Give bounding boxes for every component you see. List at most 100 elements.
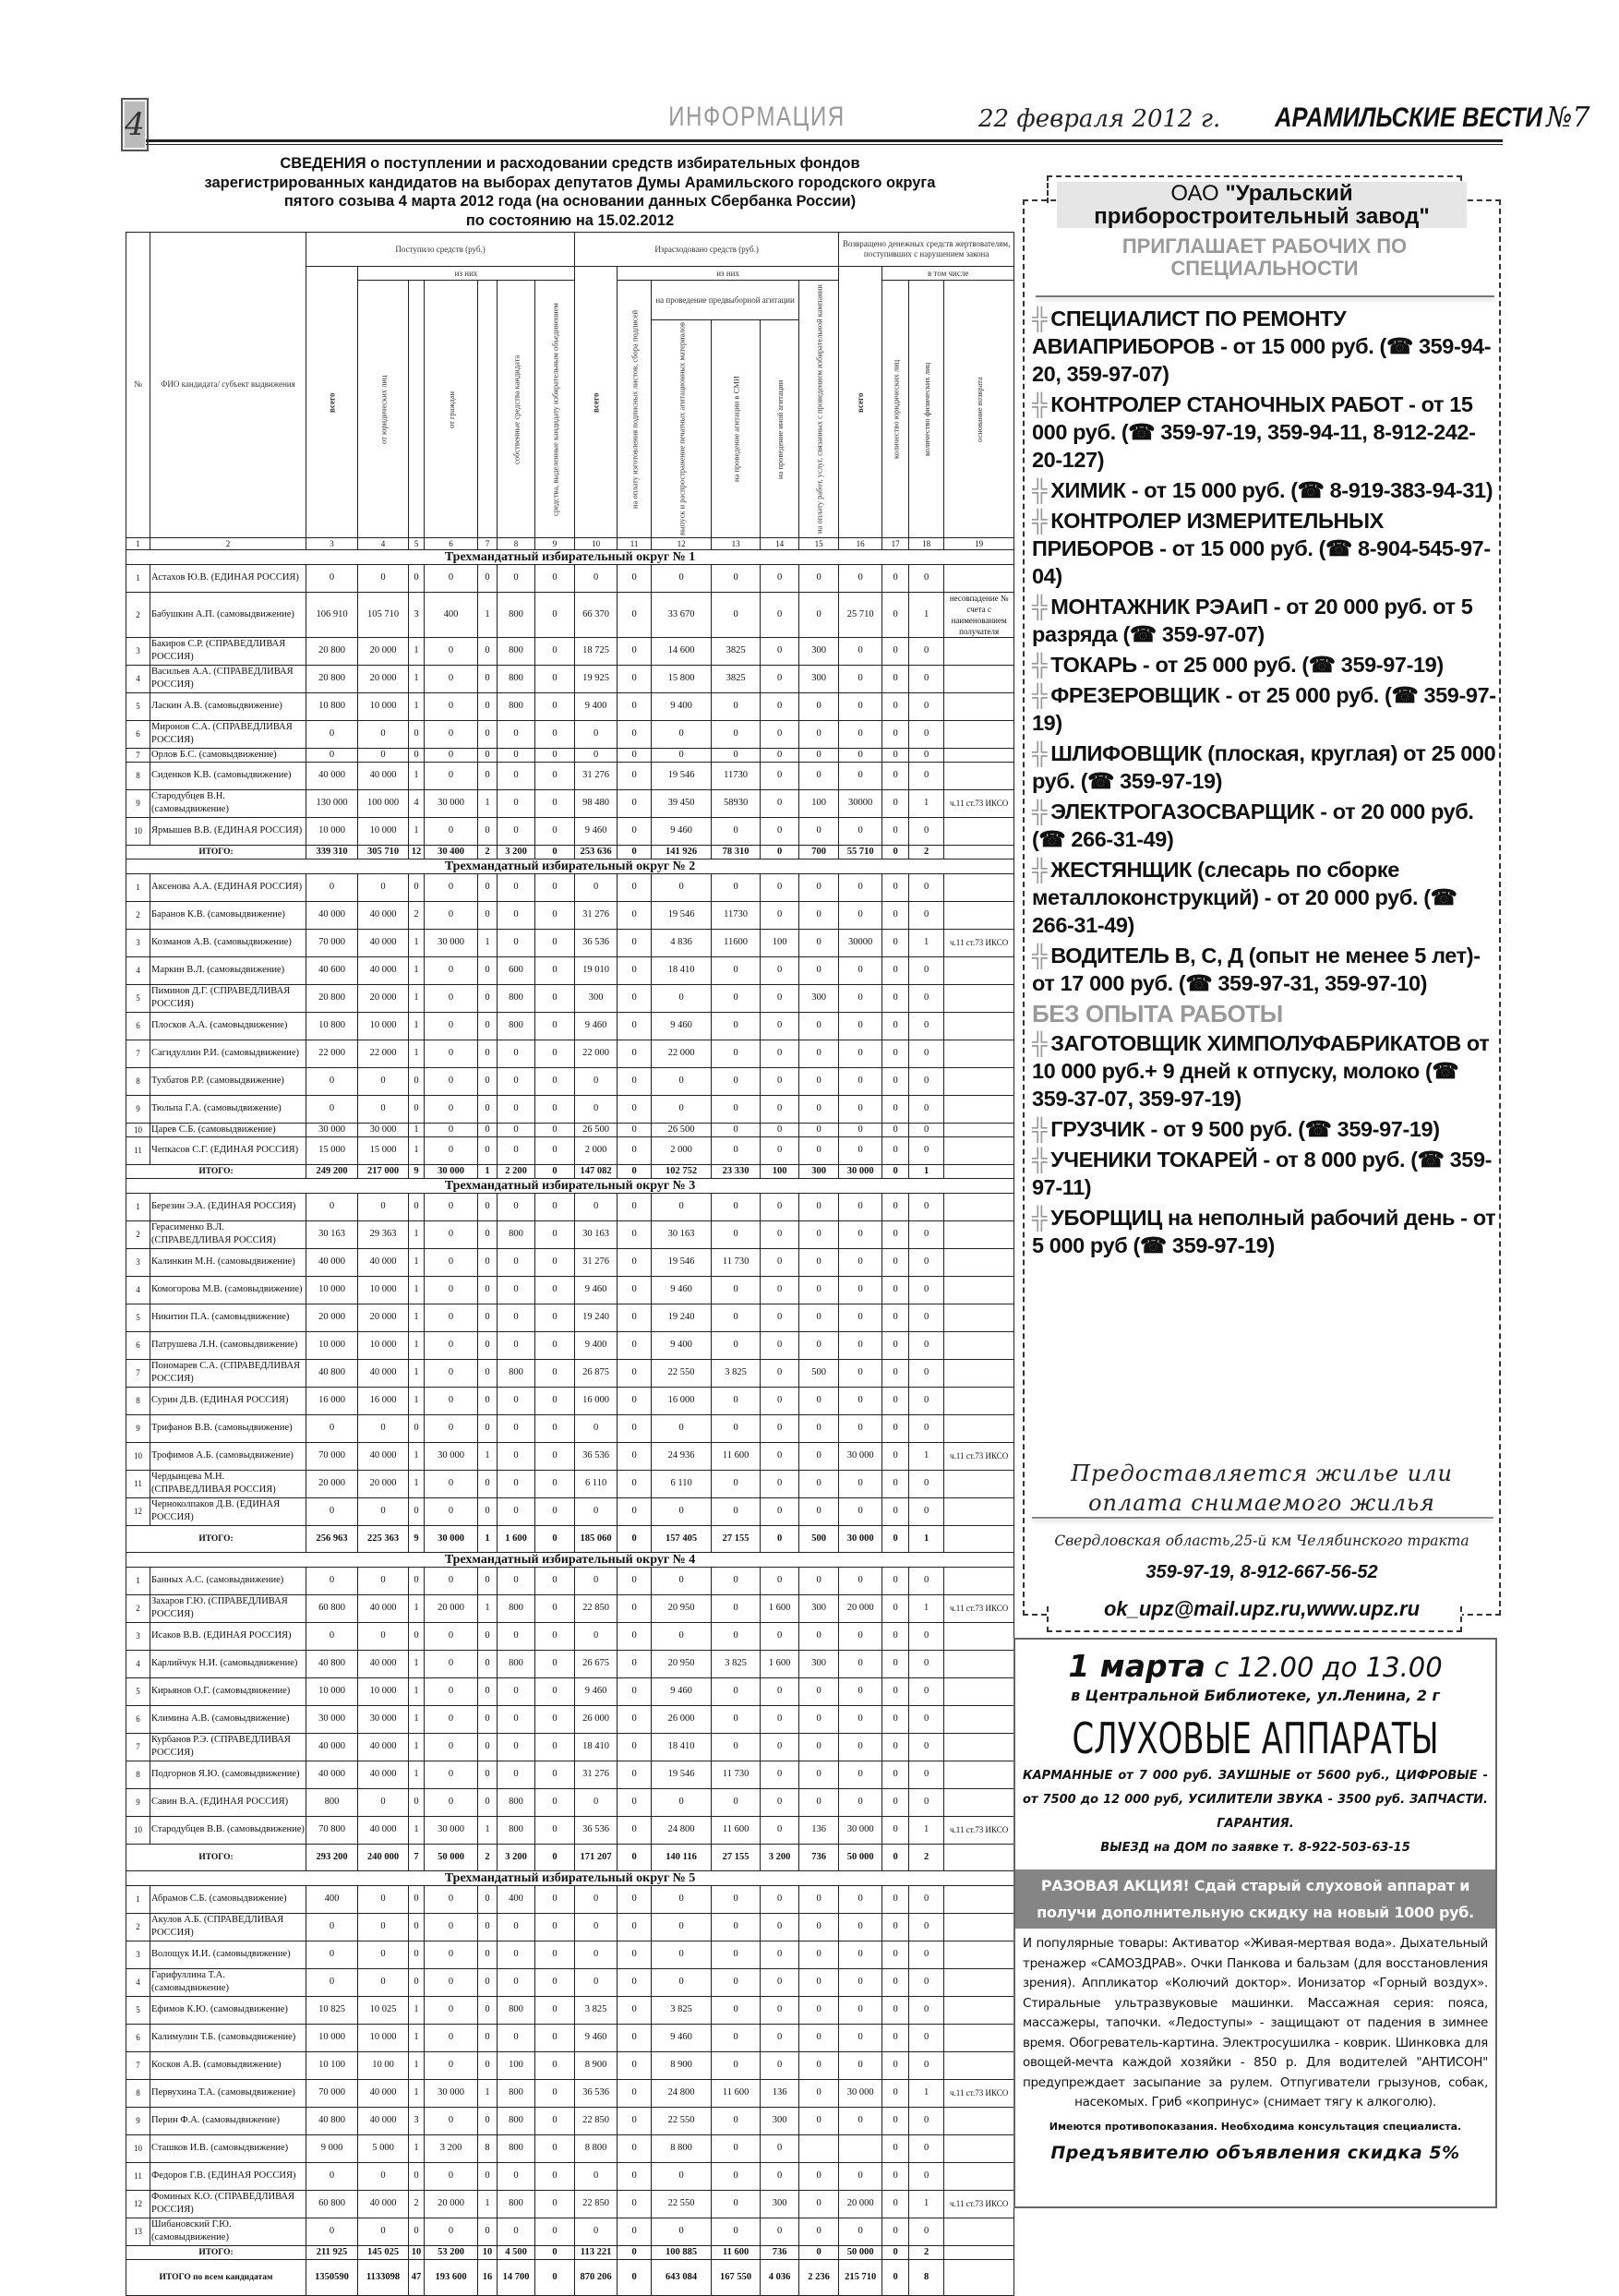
cell-col14: 0: [760, 1497, 800, 1526]
row-number: 7: [126, 1732, 150, 1761]
cell-col12: 0: [651, 1413, 713, 1443]
cell-col12: 18 410: [651, 956, 713, 985]
candidate-name: Ярмышев В.В. (ЕДИНАЯ РОССИЯ): [150, 816, 306, 846]
cell-col12: 6 110: [651, 1469, 713, 1498]
cell-col4: 0: [357, 1413, 409, 1443]
cell-col18: 0: [908, 1275, 945, 1304]
cell-col5: 0: [408, 1094, 425, 1124]
cell-col17: 0: [881, 1386, 910, 1415]
jobs-without-experience: ╬ ЗАГОТОВЩИК ХИМПОЛУФАБРИКАТОВ от 10 000 …: [1032, 1029, 1503, 1259]
cell-col17: 0: [881, 747, 910, 763]
cell-col9: 0: [534, 1677, 576, 1706]
cell-col7: 1: [477, 1815, 498, 1845]
cell-col10: 0: [574, 1413, 618, 1443]
total-col19: [943, 1163, 1015, 1179]
cell-col8: 0: [497, 1192, 535, 1221]
cell-col14: 0: [760, 1621, 800, 1651]
cell-col11: 0: [617, 1330, 653, 1360]
total-col17: 0: [881, 1843, 910, 1871]
district-row: Трехмандатный избирательный округ № 3: [125, 1177, 1015, 1194]
cell-col10: 31 276: [574, 761, 618, 790]
cell-col11: 0: [617, 1303, 653, 1332]
cell-col11: 0: [617, 1760, 653, 1789]
return-basis: [943, 1760, 1015, 1789]
candidate-name: Никитин П.А. (самовыдвижение): [150, 1303, 306, 1332]
total-col17: 0: [881, 844, 910, 859]
cell-col6: 0: [424, 2023, 478, 2052]
total-col13: 27 155: [711, 1524, 762, 1553]
return-basis: [943, 1275, 1015, 1304]
total-col19: [943, 1524, 1015, 1553]
header-name: ФИО кандидата/ субъект выдвижения: [150, 232, 306, 538]
cell-col5: 1: [408, 1039, 425, 1068]
total-col7: 10: [477, 2244, 498, 2260]
cell-col3: 10 000: [306, 1330, 358, 1360]
cell-col5: 1: [408, 928, 425, 957]
cell-col16: 20 000: [838, 2189, 883, 2218]
cell-col10: 36 536: [574, 1815, 618, 1845]
cell-col5: 3: [408, 2106, 425, 2135]
cell-col13: 0: [711, 956, 762, 985]
cell-col13: 3 825: [711, 1358, 762, 1388]
cell-col10: 0: [574, 1912, 618, 1941]
double-cross-bullet-icon: ╬: [1032, 1148, 1048, 1172]
cell-col18: 0: [908, 1011, 945, 1040]
row-number: 2: [126, 900, 150, 930]
cell-col5: 1: [408, 1995, 425, 2025]
candidate-name: Чепкасов С.Г. (ЕДИНАЯ РОССИЯ): [150, 1136, 306, 1165]
return-basis: ч.11 ст.73 ИКСО: [943, 1593, 1015, 1623]
cell-col4: 40 000: [357, 1732, 409, 1761]
double-cross-bullet-icon: ╬: [1032, 1206, 1048, 1230]
cell-col16: 0: [838, 1884, 883, 1914]
cell-col6: 0: [424, 1066, 478, 1096]
company-address: Свердловская область,25-й км Челябинског…: [1054, 1533, 1469, 1549]
cell-col6: 0: [424, 1967, 478, 1997]
double-cross-bullet-icon: ╬: [1032, 944, 1048, 968]
total-col17: 0: [881, 1524, 910, 1553]
cell-col8: 800: [497, 1220, 535, 1249]
cell-col13: 0: [711, 2161, 762, 2191]
ad-headline: СЛУХОВЫЕ АППАРАТЫ: [1072, 1713, 1439, 1763]
column-number: 2: [150, 536, 306, 550]
cell-col16: 0: [838, 1787, 883, 1817]
row-number: 9: [126, 1094, 150, 1124]
cell-col12: 0: [651, 747, 713, 763]
cell-col6: 0: [424, 1122, 478, 1137]
cell-col11: 0: [617, 1358, 653, 1388]
candidate-name: Аксенова А.А. (ЕДИНАЯ РОССИЯ): [150, 872, 306, 902]
cell-col4: 0: [357, 1566, 409, 1595]
return-basis: [943, 872, 1015, 902]
total-col11: 0: [617, 2244, 653, 2260]
column-number: 15: [798, 536, 840, 550]
cell-col3: 0: [306, 1940, 358, 1969]
cell-col6: 0: [424, 1220, 478, 1249]
candidate-row: 3 Бакиров С.Р. (СПРАВЕДЛИВАЯ РОССИЯ) 20 80…: [126, 636, 1015, 666]
cell-col6: 0: [424, 1136, 478, 1165]
cell-col6: 0: [424, 1677, 478, 1706]
cell-col7: 0: [477, 1940, 498, 1969]
cell-col3: 16 000: [306, 1386, 358, 1415]
cell-col6: 0: [424, 1760, 478, 1789]
total-col16: 30 000: [838, 1524, 883, 1553]
cell-col15: 0: [798, 1330, 840, 1360]
candidate-name: Сташков И.В. (самовыдвижение): [150, 2134, 306, 2163]
cell-col3: 40 800: [306, 1649, 358, 1678]
cell-col16: 0: [838, 1247, 883, 1277]
double-cross-bullet-icon: ╬: [1032, 1031, 1048, 1055]
cell-col11: 0: [617, 1704, 653, 1734]
cell-col6: 0: [424, 2106, 478, 2135]
cell-col12: 18 410: [651, 1732, 713, 1761]
cell-col16: 0: [838, 872, 883, 902]
row-number: 9: [126, 788, 150, 818]
candidate-row: 12 Черноколпаков Д.В. (ЕДИНАЯ РОССИЯ) 0 0 0 0…: [126, 1497, 1015, 1526]
cell-col18: 0: [908, 1621, 945, 1651]
candidate-name: Ефимов К.Ю. (самовыдвижение): [150, 1995, 306, 2025]
cell-col14: 0: [760, 761, 800, 790]
event-place: в Центральной Библиотеке, ул.Ленина, 2 г: [1071, 1687, 1440, 1704]
return-basis: [943, 563, 1015, 593]
double-cross-bullet-icon: ╬: [1032, 307, 1048, 331]
cell-col7: 0: [477, 1704, 498, 1734]
cell-col8: 0: [497, 1912, 535, 1941]
candidate-row: 6 Климина А.В. (самовыдвижение) 30 000 30 0…: [126, 1704, 1015, 1734]
cell-col17: 0: [881, 816, 910, 846]
